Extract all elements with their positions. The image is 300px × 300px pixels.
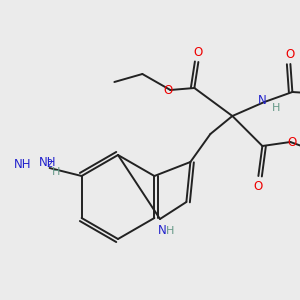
Text: 2: 2 (46, 159, 53, 169)
Text: O: O (288, 136, 297, 148)
Text: N: N (258, 94, 267, 106)
Text: O: O (254, 179, 263, 193)
Text: O: O (194, 46, 203, 59)
Text: H: H (51, 167, 60, 177)
Text: N: N (158, 224, 166, 238)
Text: H: H (272, 103, 281, 113)
Text: NH: NH (14, 158, 32, 170)
Text: O: O (164, 83, 173, 97)
Text: O: O (286, 47, 295, 61)
Text: NH: NH (39, 155, 56, 169)
Text: H: H (166, 226, 174, 236)
